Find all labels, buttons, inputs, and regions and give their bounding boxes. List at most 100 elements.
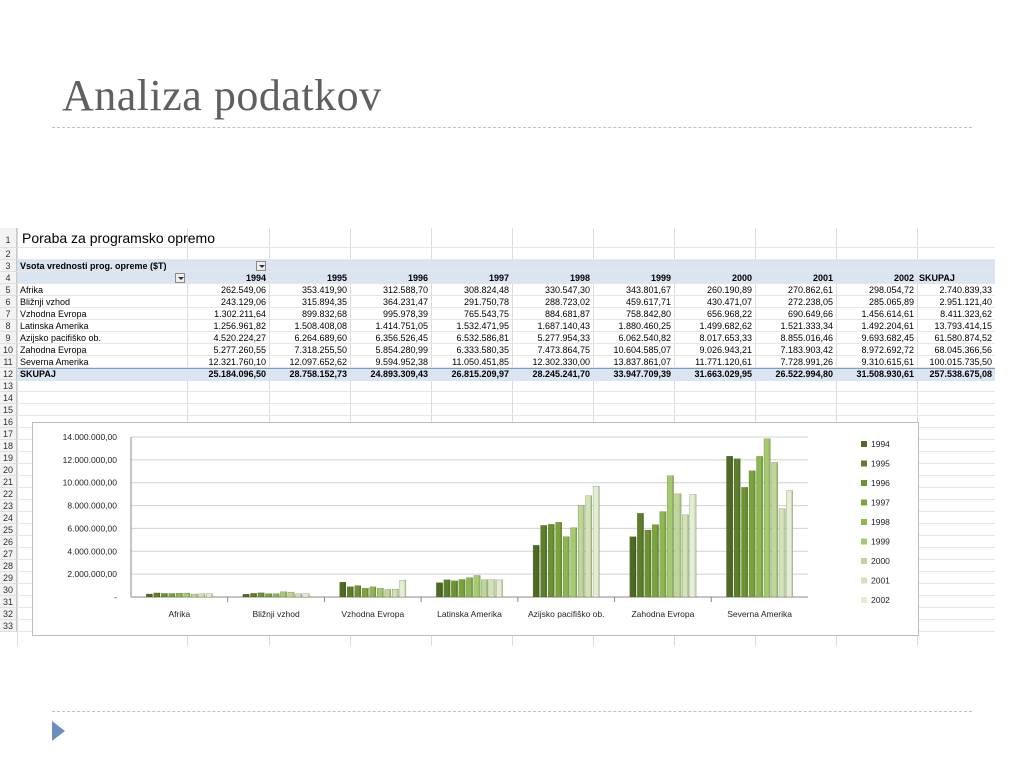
row-total-cell[interactable]: 100.015.735,50: [929, 357, 992, 367]
value-cell[interactable]: 5.854.280,99: [375, 345, 428, 355]
value-cell[interactable]: 459.617,71: [625, 297, 671, 307]
row-header[interactable]: 12: [0, 368, 17, 380]
row-header[interactable]: 31: [0, 596, 17, 608]
row-total-cell[interactable]: 8.411.323,62: [940, 309, 992, 319]
grand-total-cell[interactable]: 24.893.309,43: [370, 369, 428, 379]
year-column-header[interactable]: 1995: [326, 273, 347, 283]
year-column-header[interactable]: 2000: [731, 273, 752, 283]
value-cell[interactable]: 1.521.333,34: [780, 321, 833, 331]
row-header[interactable]: 14: [0, 392, 17, 404]
value-cell[interactable]: 285.065,89: [868, 297, 914, 307]
row-header[interactable]: 8: [0, 320, 17, 332]
row-header[interactable]: 13: [0, 380, 17, 392]
row-header[interactable]: 3: [0, 260, 17, 272]
sheet-title[interactable]: Poraba za programsko opremo: [22, 230, 215, 246]
value-cell[interactable]: 8.972.692,72: [861, 345, 914, 355]
row-total-cell[interactable]: 2.740.839,33: [939, 285, 992, 295]
grand-total-cell[interactable]: 33.947.709,39: [613, 369, 671, 379]
grand-total-sum[interactable]: 257.538.675,08: [929, 369, 992, 379]
value-cell[interactable]: 12.302.330,00: [532, 357, 590, 367]
row-header[interactable]: 10: [0, 344, 17, 356]
embedded-chart[interactable]: 14.000.000,00 12.000.000,00 10.000.000,00 8…: [32, 422, 919, 636]
row-header[interactable]: 23: [0, 500, 17, 512]
value-cell[interactable]: 899.832,68: [301, 309, 347, 319]
value-cell[interactable]: 11.050.451,85: [452, 357, 509, 367]
value-cell[interactable]: 7.728.991,26: [780, 357, 833, 367]
grand-total-cell[interactable]: 31.663.029,95: [694, 369, 752, 379]
value-cell[interactable]: 12.321.760,10: [208, 357, 266, 367]
row-header[interactable]: 2: [0, 248, 17, 260]
value-cell[interactable]: 6.264.689,60: [294, 333, 347, 343]
value-cell[interactable]: 690.649,66: [787, 309, 833, 319]
row-header[interactable]: 27: [0, 548, 17, 560]
year-column-header[interactable]: 1997: [488, 273, 509, 283]
year-column-header[interactable]: 1994: [245, 273, 266, 283]
value-cell[interactable]: 995.978,39: [382, 309, 428, 319]
value-cell[interactable]: 1.492.204,61: [861, 321, 914, 331]
row-header[interactable]: 18: [0, 440, 17, 452]
value-cell[interactable]: 315.894,35: [301, 297, 347, 307]
row-header[interactable]: 6: [0, 296, 17, 308]
value-cell[interactable]: 13.837.861,07: [613, 357, 671, 367]
value-cell[interactable]: 243.129,06: [220, 297, 266, 307]
value-cell[interactable]: 1.880.460,25: [618, 321, 671, 331]
row-header[interactable]: 11: [0, 356, 17, 368]
row-header[interactable]: 5: [0, 284, 17, 296]
value-cell[interactable]: 270.862,61: [787, 285, 833, 295]
grand-total-cell[interactable]: 25.184.096,50: [208, 369, 266, 379]
grand-total-cell[interactable]: 28.758.152,73: [289, 369, 347, 379]
value-cell[interactable]: 298.054,72: [868, 285, 914, 295]
row-header[interactable]: 15: [0, 404, 17, 416]
row-total-cell[interactable]: 68.045.366,56: [934, 345, 992, 355]
value-cell[interactable]: 1.302.211,64: [214, 309, 266, 319]
year-column-header[interactable]: 1999: [650, 273, 671, 283]
row-header[interactable]: 17: [0, 428, 17, 440]
row-total-cell[interactable]: 61.580.874,52: [934, 333, 992, 343]
value-cell[interactable]: 272.238,05: [787, 297, 833, 307]
next-slide-arrow-icon[interactable]: [52, 721, 65, 741]
region-label[interactable]: Zahodna Evropa: [20, 345, 87, 355]
row-total-cell[interactable]: 2.951.121,40: [939, 297, 992, 307]
value-cell[interactable]: 9.594.952,38: [375, 357, 428, 367]
value-cell[interactable]: 262.549,06: [220, 285, 266, 295]
row-header[interactable]: 24: [0, 512, 17, 524]
value-cell[interactable]: 10.604.585,07: [613, 345, 671, 355]
row-header[interactable]: 33: [0, 620, 17, 632]
value-cell[interactable]: 8.855.016,46: [780, 333, 833, 343]
row-header[interactable]: 1: [0, 228, 17, 248]
value-cell[interactable]: 7.318.255,50: [294, 345, 347, 355]
region-label[interactable]: Afrika: [20, 285, 44, 295]
row-filter-dropdown-icon[interactable]: [175, 273, 185, 283]
row-header[interactable]: 16: [0, 416, 17, 428]
value-cell[interactable]: 1.687.140,43: [537, 321, 590, 331]
value-cell[interactable]: 330.547,30: [544, 285, 590, 295]
region-label[interactable]: Azijsko pacifiško ob.: [20, 333, 102, 343]
row-header[interactable]: 22: [0, 488, 17, 500]
value-cell[interactable]: 260.190,89: [706, 285, 752, 295]
value-cell[interactable]: 765.543,75: [463, 309, 509, 319]
year-column-header[interactable]: 1996: [407, 273, 428, 283]
row-header[interactable]: 7: [0, 308, 17, 320]
value-cell[interactable]: 7.473.864,75: [537, 345, 590, 355]
value-cell[interactable]: 343.801,67: [625, 285, 671, 295]
grand-total-cell[interactable]: 28.245.241,70: [532, 369, 590, 379]
value-cell[interactable]: 9.310.615,61: [861, 357, 914, 367]
value-cell[interactable]: 1.256.961,82: [213, 321, 266, 331]
row-header[interactable]: 4: [0, 272, 17, 284]
value-cell[interactable]: 5.277.260,55: [213, 345, 266, 355]
value-cell[interactable]: 758.842,80: [625, 309, 671, 319]
grand-total-cell[interactable]: 31.508.930,61: [856, 369, 914, 379]
value-cell[interactable]: 7.183.903,42: [780, 345, 833, 355]
value-cell[interactable]: 364.231,47: [382, 297, 428, 307]
row-header[interactable]: 28: [0, 560, 17, 572]
row-header[interactable]: 29: [0, 572, 17, 584]
row-header[interactable]: 20: [0, 464, 17, 476]
row-header[interactable]: 30: [0, 584, 17, 596]
value-cell[interactable]: 9.693.682,45: [861, 333, 914, 343]
year-column-header[interactable]: 2001: [812, 273, 833, 283]
value-cell[interactable]: 6.062.540,82: [618, 333, 671, 343]
value-cell[interactable]: 6.333.580,35: [456, 345, 509, 355]
value-cell[interactable]: 12.097.652,62: [289, 357, 347, 367]
grand-total-cell[interactable]: 26.522.994,80: [775, 369, 833, 379]
value-cell[interactable]: 8.017.653,33: [699, 333, 752, 343]
